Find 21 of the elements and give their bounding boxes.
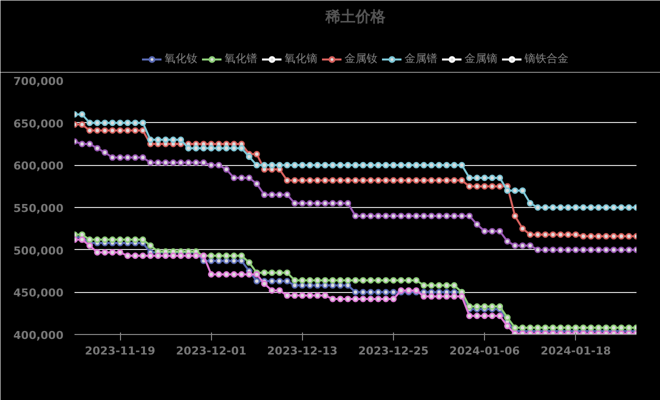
x-tick-label: 2023-11-19 bbox=[84, 344, 156, 358]
y-tick-label: 450,000 bbox=[13, 286, 64, 300]
legend-label: 氧化钕 bbox=[164, 51, 198, 66]
legend-label: 镝铁合金 bbox=[524, 51, 568, 66]
y-tick-label: 650,000 bbox=[13, 117, 64, 130]
x-tick-label: 2024-01-06 bbox=[449, 344, 520, 358]
legend-label: 金属钕 bbox=[344, 51, 378, 66]
legend-label: 金属镝 bbox=[464, 51, 498, 66]
y-tick-label: 500,000 bbox=[13, 244, 64, 258]
y-tick-label: 600,000 bbox=[13, 160, 64, 173]
y-tick-label: 700,000 bbox=[13, 75, 64, 88]
legend-label: 氧化镝 bbox=[284, 51, 318, 66]
y-tick-label: 400,000 bbox=[13, 329, 64, 342]
x-tick-label: 2023-12-25 bbox=[358, 344, 429, 358]
x-tick-label: 2023-12-13 bbox=[267, 344, 338, 358]
x-tick-label: 2023-12-01 bbox=[176, 344, 246, 358]
x-tick-label: 2024-01-18 bbox=[540, 344, 611, 358]
y-tick-label: 550,000 bbox=[13, 202, 64, 215]
chart-title: 稀土价格 bbox=[324, 8, 386, 26]
legend-label: 氧化镨 bbox=[224, 51, 258, 66]
legend-label: 金属镨 bbox=[404, 51, 438, 66]
